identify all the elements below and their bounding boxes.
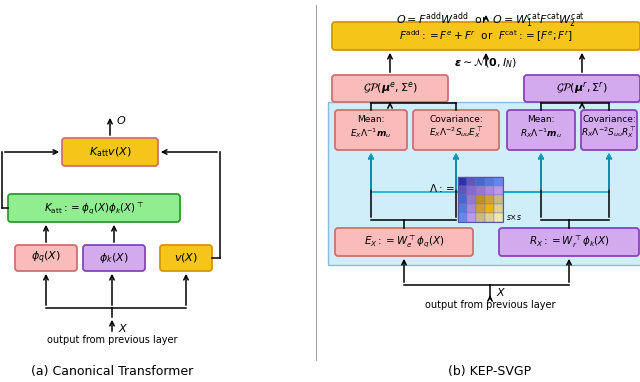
Bar xyxy=(458,213,467,222)
Text: $E_X\Lambda^{-2}S_{uu}E_X^\top$: $E_X\Lambda^{-2}S_{uu}E_X^\top$ xyxy=(429,126,483,141)
Bar xyxy=(485,213,494,222)
Bar xyxy=(328,102,640,265)
Bar xyxy=(494,204,503,213)
Text: $R_X\Lambda^{-1}\boldsymbol{m}_u$: $R_X\Lambda^{-1}\boldsymbol{m}_u$ xyxy=(520,126,562,140)
Text: Mean:: Mean: xyxy=(527,115,555,125)
Text: $\mathcal{GP}(\boldsymbol{\mu}^r, \Sigma^r)$: $\mathcal{GP}(\boldsymbol{\mu}^r, \Sigma… xyxy=(556,80,608,96)
Text: (b) KEP-SVGP: (b) KEP-SVGP xyxy=(449,366,532,379)
Text: $O = F^{\mathrm{add}}W^{\mathrm{add}}$  or  $O = W_1^{\mathrm{cat}}F^{\mathrm{ca: $O = F^{\mathrm{add}}W^{\mathrm{add}}$ o… xyxy=(396,10,584,29)
Bar xyxy=(494,195,503,204)
Text: $F^{\mathrm{add}} := F^e + F^r$  or  $F^{\mathrm{cat}} := [F^e; F^r]$: $F^{\mathrm{add}} := F^e + F^r$ or $F^{\… xyxy=(399,28,573,44)
Text: $E_X\Lambda^{-1}\boldsymbol{m}_u$: $E_X\Lambda^{-1}\boldsymbol{m}_u$ xyxy=(350,126,392,140)
Text: $\boldsymbol{\epsilon} \sim \mathcal{N}(\mathbf{0}, I_N)$: $\boldsymbol{\epsilon} \sim \mathcal{N}(… xyxy=(454,56,518,70)
Text: $v(X)$: $v(X)$ xyxy=(174,251,198,264)
Bar xyxy=(494,177,503,186)
FancyBboxPatch shape xyxy=(8,194,180,222)
Bar xyxy=(485,186,494,195)
Text: (a) Canonical Transformer: (a) Canonical Transformer xyxy=(31,366,193,379)
FancyBboxPatch shape xyxy=(83,245,145,271)
Bar xyxy=(458,177,503,222)
Bar xyxy=(458,177,467,186)
FancyBboxPatch shape xyxy=(524,75,640,102)
Text: Covariance:: Covariance: xyxy=(429,115,483,125)
Text: $X$: $X$ xyxy=(496,286,506,298)
Bar xyxy=(476,204,485,213)
Text: Covariance:: Covariance: xyxy=(582,115,636,125)
Bar xyxy=(467,177,476,186)
Bar xyxy=(476,213,485,222)
Bar xyxy=(476,186,485,195)
Bar xyxy=(494,213,503,222)
Text: $K_{\mathrm{att}}v(X)$: $K_{\mathrm{att}}v(X)$ xyxy=(89,145,131,159)
FancyBboxPatch shape xyxy=(332,22,640,50)
Text: $R_X\Lambda^{-2}S_{uu}R_X^\top$: $R_X\Lambda^{-2}S_{uu}R_X^\top$ xyxy=(581,126,637,141)
Bar xyxy=(458,204,467,213)
FancyBboxPatch shape xyxy=(335,110,407,150)
Text: $K_{\mathrm{att}} := \phi_q(X)\phi_k(X)^\top$: $K_{\mathrm{att}} := \phi_q(X)\phi_k(X)^… xyxy=(44,200,144,216)
Bar xyxy=(476,195,485,204)
Bar xyxy=(458,186,467,195)
FancyBboxPatch shape xyxy=(499,228,639,256)
FancyBboxPatch shape xyxy=(581,110,637,150)
FancyBboxPatch shape xyxy=(413,110,499,150)
Bar xyxy=(458,195,467,204)
Bar xyxy=(485,204,494,213)
Text: output from previous layer: output from previous layer xyxy=(425,300,556,310)
Bar xyxy=(467,195,476,204)
Bar xyxy=(476,177,485,186)
FancyBboxPatch shape xyxy=(507,110,575,150)
Bar xyxy=(485,177,494,186)
Bar xyxy=(467,186,476,195)
Bar xyxy=(485,195,494,204)
Text: $O$: $O$ xyxy=(116,114,126,126)
Bar xyxy=(494,186,503,195)
Text: $E_X := W_e^\top\phi_q(X)$: $E_X := W_e^\top\phi_q(X)$ xyxy=(364,234,444,250)
Text: $s{\times}s$: $s{\times}s$ xyxy=(506,212,522,222)
Text: $R_X := W_r^\top\phi_k(X)$: $R_X := W_r^\top\phi_k(X)$ xyxy=(529,234,609,250)
FancyBboxPatch shape xyxy=(62,138,158,166)
Text: output from previous layer: output from previous layer xyxy=(47,335,177,345)
Text: $X$: $X$ xyxy=(118,322,128,334)
Text: $\phi_k(X)$: $\phi_k(X)$ xyxy=(99,251,129,265)
Text: $\mathcal{GP}(\boldsymbol{\mu}^e, \Sigma^e)$: $\mathcal{GP}(\boldsymbol{\mu}^e, \Sigma… xyxy=(362,80,417,96)
FancyBboxPatch shape xyxy=(160,245,212,271)
Text: Mean:: Mean: xyxy=(357,115,385,125)
Text: $\Lambda :=$: $\Lambda :=$ xyxy=(429,182,455,194)
FancyBboxPatch shape xyxy=(332,75,448,102)
Bar xyxy=(467,213,476,222)
Text: $\phi_q(X)$: $\phi_q(X)$ xyxy=(31,250,61,266)
FancyBboxPatch shape xyxy=(335,228,473,256)
FancyBboxPatch shape xyxy=(15,245,77,271)
Bar xyxy=(467,204,476,213)
